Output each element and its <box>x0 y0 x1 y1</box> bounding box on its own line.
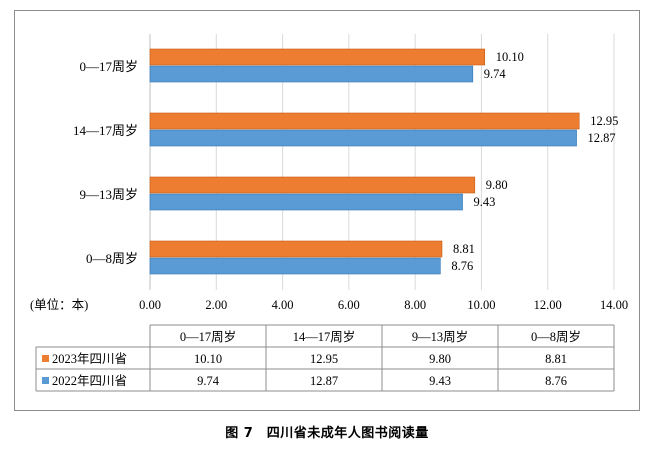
table-cell: 9.43 <box>429 374 451 388</box>
table-header: 14—17周岁 <box>293 329 356 344</box>
figure-caption: 图 7 四川省未成年人图书阅读量 <box>225 426 429 441</box>
table-cell: 12.87 <box>310 374 338 388</box>
x-tick-label: 0.00 <box>139 298 161 312</box>
x-tick-label: 12.00 <box>534 298 562 312</box>
category-label: 0—17周岁 <box>79 59 138 74</box>
data-label: 12.95 <box>590 114 618 128</box>
data-label: 8.76 <box>451 259 473 273</box>
table-header: 9—13周岁 <box>412 329 468 344</box>
table-cell: 8.81 <box>545 352 567 366</box>
data-label: 9.80 <box>486 178 508 192</box>
table-cell: 12.95 <box>310 352 338 366</box>
data-label: 9.74 <box>484 67 507 81</box>
legend-swatch <box>42 355 49 362</box>
table-cell: 9.74 <box>197 374 220 388</box>
x-tick-label: 8.00 <box>404 298 426 312</box>
table-header: 0—17周岁 <box>180 329 236 344</box>
x-tick-label: 2.00 <box>205 298 227 312</box>
x-tick-label: 4.00 <box>272 298 294 312</box>
data-label: 12.87 <box>588 131 616 145</box>
bar-2022 <box>149 193 463 211</box>
category-label: 0—8周岁 <box>86 251 138 266</box>
bar-2022 <box>149 129 577 147</box>
bar-2023 <box>149 112 580 130</box>
table-cell: 9.80 <box>429 352 451 366</box>
legend-label: 2023年四川省 <box>52 352 127 366</box>
category-label: 9—13周岁 <box>79 187 138 202</box>
category-label: 14—17周岁 <box>73 123 138 138</box>
data-label: 9.43 <box>474 195 496 209</box>
table-cell: 10.10 <box>194 352 222 366</box>
x-tick-label: 10.00 <box>467 298 495 312</box>
bar-2022 <box>149 65 474 83</box>
bar-2023 <box>149 48 486 66</box>
bar-2023 <box>149 240 443 258</box>
bar-2023 <box>149 176 476 194</box>
bar-chart: 0—17周岁 10.10 9.74 14—17周岁 12.95 12.87 9—13周岁 9.… <box>30 34 628 392</box>
x-tick-label: 14.00 <box>600 298 628 312</box>
legend-label: 2022年四川省 <box>52 374 127 388</box>
table-cell: 8.76 <box>545 374 567 388</box>
legend-swatch <box>42 377 49 384</box>
bar-2022 <box>149 257 441 275</box>
data-label: 8.81 <box>453 242 475 256</box>
table-header: 0—8周岁 <box>531 329 581 344</box>
unit-label: (单位：本) <box>30 297 88 312</box>
data-label: 10.10 <box>496 50 524 64</box>
x-tick-label: 6.00 <box>338 298 360 312</box>
